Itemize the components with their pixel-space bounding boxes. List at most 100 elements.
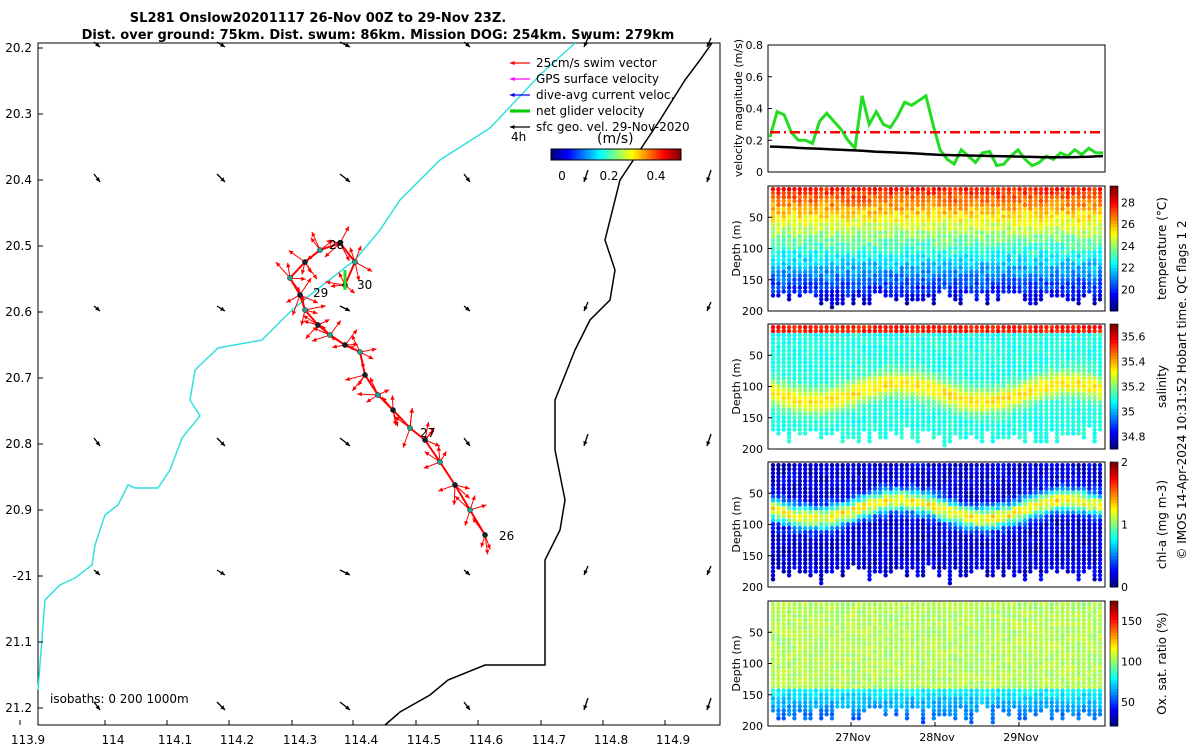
section-data-point <box>1092 345 1096 349</box>
section-data-point <box>857 372 861 376</box>
section-data-point <box>857 274 861 278</box>
section-data-point <box>953 270 957 274</box>
section-data-point <box>808 281 812 285</box>
section-data-point <box>926 495 930 499</box>
section-data-point <box>846 423 850 427</box>
section-data-point <box>1001 423 1005 427</box>
section-data-point <box>916 281 920 285</box>
section-data-point <box>862 467 866 471</box>
section-data-point <box>894 262 898 266</box>
section-data-point <box>1028 211 1032 215</box>
section-data-point <box>814 396 818 400</box>
section-data-point <box>1039 341 1043 345</box>
section-data-point <box>969 380 973 384</box>
section-data-point <box>926 487 930 491</box>
section-data-point <box>905 262 909 266</box>
section-data-point <box>1082 372 1086 376</box>
section-data-point <box>857 550 861 554</box>
section-data-point <box>921 408 925 412</box>
section-data-point <box>814 483 818 487</box>
section-data-point <box>824 219 828 223</box>
section-data-point <box>889 274 893 278</box>
section-data-point <box>1023 238 1027 242</box>
section-data-point <box>1087 285 1091 289</box>
section-data-point <box>878 199 882 203</box>
section-data-point <box>900 522 904 526</box>
section-data-point <box>1082 337 1086 341</box>
section-data-point <box>776 242 780 246</box>
section-data-point <box>894 423 898 427</box>
section-data-point <box>808 471 812 475</box>
section-data-point <box>1082 357 1086 361</box>
section-data-point <box>921 502 925 506</box>
section-data-point <box>771 479 775 483</box>
section-data-point <box>964 427 968 431</box>
section-data-point <box>1034 368 1038 372</box>
section-data-point <box>1039 357 1043 361</box>
section-data-point <box>878 211 882 215</box>
day-label: 28 <box>329 238 344 252</box>
section-data-point <box>798 246 802 250</box>
section-data-point <box>910 416 914 420</box>
section-data-point <box>830 325 834 329</box>
section-data-point <box>787 423 791 427</box>
section-data-point <box>980 431 984 435</box>
section-data-point <box>819 569 823 573</box>
section-data-point <box>958 254 962 258</box>
section-data-point <box>1092 191 1096 195</box>
section-data-point <box>905 238 909 242</box>
section-data-point <box>1050 384 1054 388</box>
section-data-point <box>824 506 828 510</box>
section-data-point <box>1034 254 1038 258</box>
section-data-point <box>867 569 871 573</box>
section-data-point <box>1071 254 1075 258</box>
section-data-point <box>846 416 850 420</box>
section-data-point <box>1098 191 1102 195</box>
section-data-point <box>985 325 989 329</box>
section-data-point <box>916 380 920 384</box>
section-data-point <box>932 266 936 270</box>
section-data-point <box>824 384 828 388</box>
map-y-tick-label: 20.7 <box>5 371 32 385</box>
section-data-point <box>798 557 802 561</box>
section-data-point <box>1087 207 1091 211</box>
section-data-point <box>1034 274 1038 278</box>
section-data-point <box>883 203 887 207</box>
section-data-point <box>1039 427 1043 431</box>
section-data-point <box>958 211 962 215</box>
section-data-point <box>937 431 941 435</box>
section-data-point <box>873 278 877 282</box>
section-data-point <box>787 234 791 238</box>
section-data-point <box>857 380 861 384</box>
section-data-point <box>942 396 946 400</box>
section-data-point <box>1071 211 1075 215</box>
section-data-point <box>787 542 791 546</box>
section-data-point <box>921 538 925 542</box>
section-data-point <box>975 254 979 258</box>
section-data-point <box>910 487 914 491</box>
section-data-point <box>1082 329 1086 333</box>
section-data-point <box>1001 238 1005 242</box>
section-data-point <box>958 219 962 223</box>
section-data-point <box>819 435 823 439</box>
section-data-point <box>1098 353 1102 357</box>
section-data-point <box>916 325 920 329</box>
section-data-point <box>846 372 850 376</box>
section-data-point <box>953 388 957 392</box>
section-data-point <box>1050 368 1054 372</box>
section-data-point <box>889 230 893 234</box>
section-data-point <box>824 431 828 435</box>
section-data-point <box>867 285 871 289</box>
section-data-point <box>819 419 823 423</box>
section-data-point <box>862 506 866 510</box>
section-data-point <box>1044 207 1048 211</box>
section-data-point <box>878 384 882 388</box>
section-colorbar-swatch <box>1110 211 1118 215</box>
section-data-point <box>1098 254 1102 258</box>
section-data-point <box>926 522 930 526</box>
section-data-point <box>948 491 952 495</box>
section-data-point <box>776 211 780 215</box>
map-y-tick-label: 21.2 <box>5 701 32 715</box>
section-data-point <box>921 388 925 392</box>
section-data-point <box>910 215 914 219</box>
